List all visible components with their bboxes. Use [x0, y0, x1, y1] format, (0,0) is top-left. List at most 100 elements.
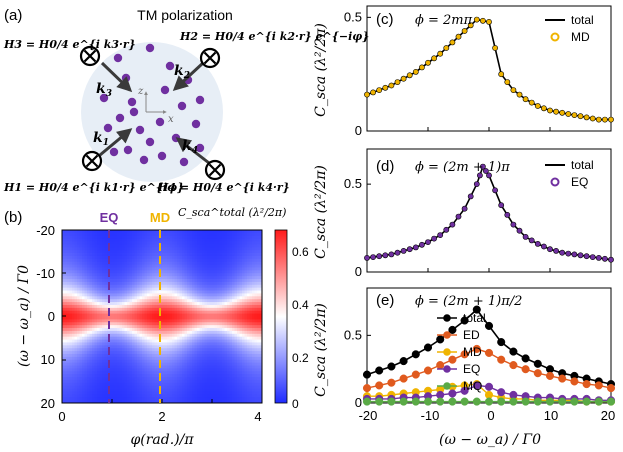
- heatmap-cell: [192, 279, 195, 283]
- heatmap-cell: [114, 356, 118, 361]
- heatmap-cell: [152, 336, 155, 340]
- heatmap-cell: [117, 333, 120, 338]
- heatmap-cell: [109, 391, 113, 395]
- heatmap-cell: [259, 391, 263, 395]
- heatmap-cell: [184, 276, 188, 280]
- heatmap-cell: [134, 348, 138, 352]
- source-h2-icon: [199, 47, 221, 69]
- heatmap-cell: [64, 279, 68, 283]
- heatmap-cell: [152, 293, 155, 297]
- heatmap-cell: [234, 232, 238, 237]
- heatmap-cell: [72, 374, 75, 378]
- heatmap-cell: [134, 302, 138, 306]
- heatmap-cell: [187, 388, 190, 392]
- heatmap-cell: [172, 374, 175, 378]
- heatmap-cell: [72, 379, 75, 384]
- heatmap-cell: [172, 342, 175, 346]
- heatmap-cell: [167, 307, 170, 312]
- heatmap-cell: [139, 348, 143, 352]
- heatmap-cell: [94, 290, 98, 294]
- heatmap-cell: [117, 307, 120, 312]
- heatmap-cell: [237, 379, 240, 384]
- heatmap-cell: [219, 264, 223, 268]
- heatmap-cell: [149, 253, 153, 257]
- heatmap-cell: [82, 235, 85, 240]
- heatmap-cell: [62, 371, 65, 375]
- heatmap-cell: [242, 296, 245, 300]
- heatmap-cell: [219, 299, 223, 303]
- data-point-md: [418, 64, 425, 71]
- heatmap-cell: [119, 325, 123, 329]
- heatmap-cell: [137, 264, 140, 268]
- heatmap-cell: [74, 400, 78, 404]
- heatmap-cell: [134, 394, 138, 398]
- heatmap-cell: [222, 345, 225, 349]
- heatmap-cell: [174, 345, 178, 349]
- heatmap-cell: [202, 397, 205, 401]
- heatmap-cell: [219, 316, 223, 320]
- heatmap-cell: [142, 336, 145, 340]
- heatmap-cell: [97, 235, 100, 240]
- heatmap-cell: [242, 336, 245, 340]
- heatmap-cell: [157, 394, 160, 398]
- heatmap-cell: [147, 345, 150, 349]
- heatmap-cell: [234, 296, 238, 300]
- heatmap-cell: [194, 287, 198, 291]
- heatmap-cell: [82, 287, 85, 291]
- heatmap-cell: [174, 264, 178, 268]
- heatmap-cell: [64, 284, 68, 289]
- heatmap-cell: [252, 394, 255, 398]
- heatmap-cell: [179, 290, 183, 294]
- heatmap-cell: [97, 253, 100, 257]
- heatmap-cell: [172, 244, 175, 248]
- heatmap-cell: [254, 319, 258, 323]
- heatmap-cell: [97, 371, 100, 375]
- heatmap-cell: [84, 388, 88, 392]
- heatmap-cell: [174, 394, 178, 398]
- heatmap-cell: [152, 394, 155, 398]
- heatmap-cell: [94, 287, 98, 291]
- heatmap-cell: [252, 325, 255, 329]
- heatmap-cell: [227, 333, 230, 338]
- heatmap-cell: [199, 232, 203, 237]
- heatmap-cell: [157, 379, 160, 384]
- heatmap-cell: [124, 319, 128, 323]
- heatmap-cell: [97, 279, 100, 283]
- heatmap-cell: [104, 379, 108, 384]
- heatmap-cell: [164, 299, 168, 303]
- heatmap-cell: [237, 388, 240, 392]
- heatmap-cell: [242, 276, 245, 280]
- heatmap-cell: [167, 356, 170, 361]
- heatmap-cell: [209, 304, 213, 309]
- heatmap-cell: [119, 362, 123, 366]
- heatmap-cell: [247, 391, 250, 395]
- heatmap-cell: [234, 310, 238, 315]
- heatmap-cell: [242, 299, 245, 303]
- heatmap-cell: [202, 290, 205, 294]
- heatmap-cell: [259, 394, 263, 398]
- heatmap-cell: [122, 284, 125, 289]
- heatmap-cell: [119, 310, 123, 315]
- heatmap-cell: [189, 232, 193, 237]
- heatmap-cell: [229, 302, 233, 306]
- heatmap-cell: [102, 304, 105, 309]
- heatmap-cell: [247, 310, 250, 315]
- heatmap-cell: [62, 270, 65, 274]
- heatmap-cell: [109, 353, 113, 358]
- heatmap-cell: [149, 348, 153, 352]
- heatmap-cell: [89, 307, 93, 312]
- data-point-md: [516, 91, 523, 98]
- heatmap-cell: [177, 359, 180, 364]
- heatmap-cell: [177, 345, 180, 349]
- heatmap-cell: [167, 270, 170, 274]
- heatmap-cell: [154, 299, 158, 303]
- heatmap-cell: [179, 261, 183, 265]
- heatmap-cell: [202, 391, 205, 395]
- heatmap-cell: [254, 330, 258, 335]
- heatmap-cell: [134, 247, 138, 251]
- heatmap-cell: [79, 276, 83, 280]
- heatmap-cell: [99, 374, 103, 378]
- heatmap-cell: [172, 362, 175, 366]
- heatmap-cell: [137, 244, 140, 248]
- heatmap-cell: [174, 379, 178, 384]
